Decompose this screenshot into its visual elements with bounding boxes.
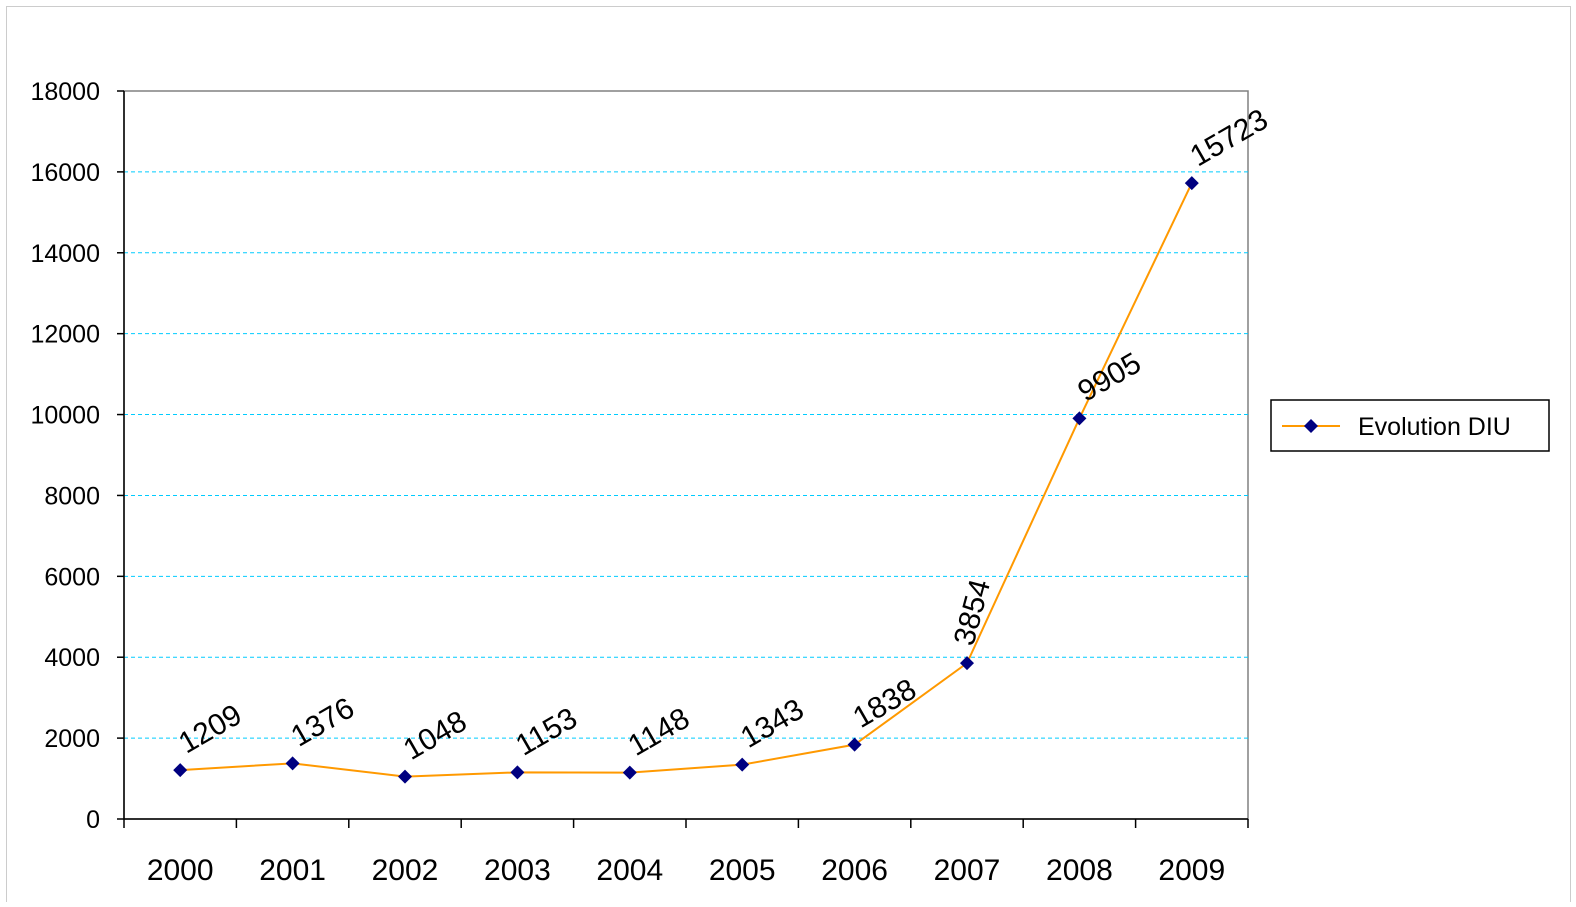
axes: 0 2000 4000 6000 8000 10000 12000 14000 16000 180…	[30, 78, 1249, 887]
data-point-marker	[1184, 176, 1199, 191]
y-tick-label: 8000	[44, 482, 100, 510]
x-tick-label: 2008	[1046, 854, 1113, 887]
x-tick-label: 2003	[484, 854, 551, 887]
x-tick-label: 2009	[1158, 854, 1225, 887]
x-tick-label: 2000	[147, 854, 214, 887]
data-point-marker	[398, 769, 412, 784]
data-point-marker	[960, 656, 974, 671]
gridlines	[124, 171, 1248, 739]
x-tick-label: 2007	[934, 854, 1001, 887]
plot-area	[123, 90, 1249, 820]
x-tick-label: 2001	[259, 854, 326, 887]
data-point-marker	[285, 756, 300, 771]
data-point-marker	[173, 763, 188, 778]
data-point-marker	[735, 757, 750, 772]
data-point-marker	[622, 765, 637, 780]
x-tick-label: 2006	[821, 854, 888, 887]
data-point-marker	[1072, 411, 1087, 426]
data-point-marker	[847, 737, 862, 752]
y-tick-label: 12000	[30, 321, 100, 349]
y-tick-label: 0	[86, 806, 100, 834]
y-tick-label: 18000	[30, 78, 100, 106]
series-evolution-diu	[173, 176, 1199, 784]
y-tick-label: 4000	[44, 644, 100, 672]
legend: Evolution DIU	[1270, 399, 1550, 452]
y-tick-label: 2000	[44, 725, 100, 753]
x-tick-label: 2004	[596, 854, 663, 887]
series-line	[180, 182, 1193, 778]
x-tick-label: 2002	[372, 854, 439, 887]
y-tick-label: 10000	[30, 402, 100, 430]
y-tick-label: 16000	[30, 159, 100, 187]
y-tick-label: 14000	[30, 240, 100, 268]
legend-label: Evolution DIU	[1358, 413, 1511, 441]
data-point-marker	[510, 765, 525, 780]
legend-marker-swatch	[1304, 419, 1318, 433]
x-tick-label: 2005	[709, 854, 776, 887]
y-tick-label: 6000	[44, 563, 100, 591]
